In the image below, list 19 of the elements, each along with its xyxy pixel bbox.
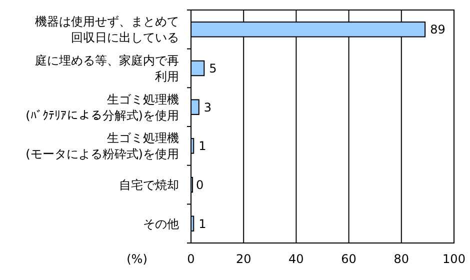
x-axis-title: (%) <box>126 252 148 266</box>
y-tick-label: 庭に埋める等、家庭内で再利用 <box>35 53 179 84</box>
y-tick-label: その他 <box>143 216 179 231</box>
x-tick-label: 20 <box>236 252 252 266</box>
x-tick-label: 40 <box>288 252 304 266</box>
data-label: 1 <box>198 216 206 231</box>
y-tick-label: 生ゴミ処理機(ﾊﾞｸﾃﾘｱによる分解式)を使用 <box>26 92 179 122</box>
y-tick-label: 機器は使用せず、まとめて回収日に出している <box>35 14 179 45</box>
y-tick-label: 自宅で焼却 <box>119 178 179 192</box>
data-label: 89 <box>430 22 446 37</box>
x-tick-label: 100 <box>442 252 466 266</box>
x-tick-label: 80 <box>394 252 410 266</box>
data-label: 0 <box>196 178 204 192</box>
data-label: 3 <box>204 100 212 114</box>
data-label: 1 <box>198 139 206 154</box>
y-tick-label: 生ゴミ処理機(モータによる粉砕式)を使用 <box>26 131 179 162</box>
x-tick-label: 60 <box>341 252 356 266</box>
x-tick-label: 0 <box>187 252 195 266</box>
data-label: 5 <box>209 61 217 76</box>
